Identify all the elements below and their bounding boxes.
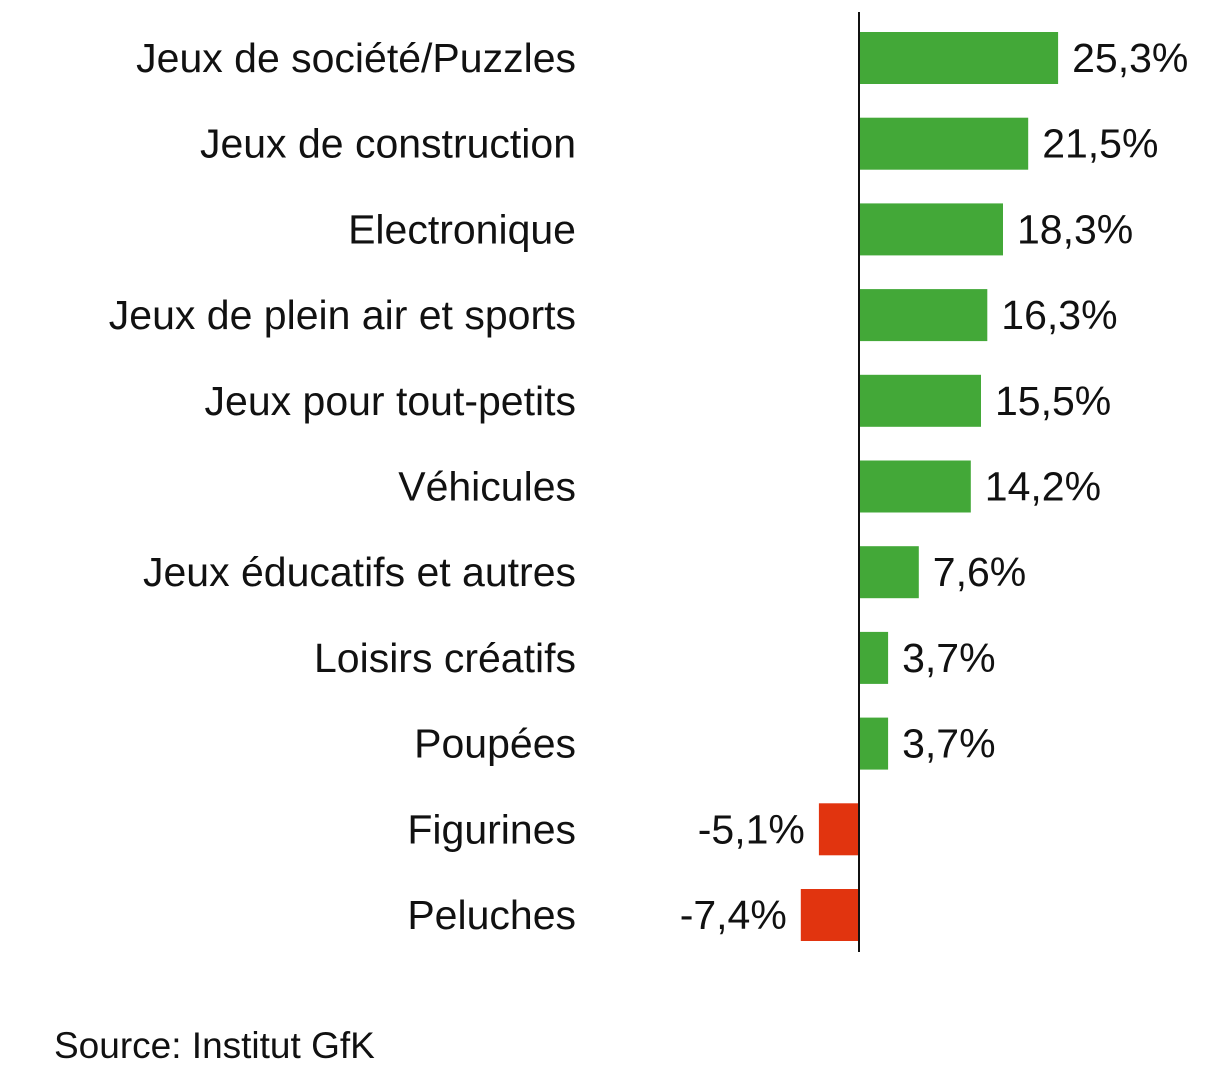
value-label: 3,7%	[902, 721, 995, 767]
category-label: Electronique	[348, 206, 576, 252]
value-label: 25,3%	[1072, 35, 1188, 81]
bar	[859, 32, 1059, 84]
category-label: Véhicules	[398, 464, 576, 510]
bar	[859, 203, 1003, 256]
bar-chart: Jeux de société/Puzzles 25,3% Jeux de cons…	[109, 12, 1189, 952]
category-label: Jeux de société/Puzzles	[136, 35, 576, 81]
category-label: Poupées	[414, 721, 576, 767]
category-label: Jeux de plein air et sports	[109, 292, 576, 338]
category-label: Loisirs créatifs	[314, 635, 576, 681]
bar	[859, 374, 981, 427]
value-label: 15,5%	[995, 378, 1111, 424]
bars-layer	[800, 32, 1059, 941]
bar	[818, 803, 859, 856]
labels-layer: Jeux de société/Puzzles 25,3% Jeux de cons…	[109, 35, 1189, 938]
value-label: 21,5%	[1042, 121, 1158, 167]
bar	[859, 289, 988, 342]
value-label: 14,2%	[985, 464, 1101, 510]
value-label: 3,7%	[902, 635, 995, 681]
category-label: Peluches	[407, 892, 576, 938]
bar	[800, 889, 859, 941]
value-label: -5,1%	[698, 806, 805, 852]
value-label: 7,6%	[933, 549, 1026, 595]
bar	[859, 717, 889, 770]
category-label: Figurines	[407, 806, 576, 852]
value-label: -7,4%	[680, 892, 787, 938]
category-label: Jeux pour tout-petits	[205, 378, 576, 424]
value-label: 16,3%	[1001, 292, 1117, 338]
category-label: Jeux éducatifs et autres	[143, 549, 576, 595]
bar	[859, 460, 971, 513]
source-note: Source: Institut GfK	[54, 1025, 375, 1066]
bar	[859, 117, 1029, 170]
category-label: Jeux de construction	[200, 121, 576, 167]
bar	[859, 546, 919, 599]
value-label: 18,3%	[1017, 206, 1133, 252]
bar	[859, 631, 889, 684]
